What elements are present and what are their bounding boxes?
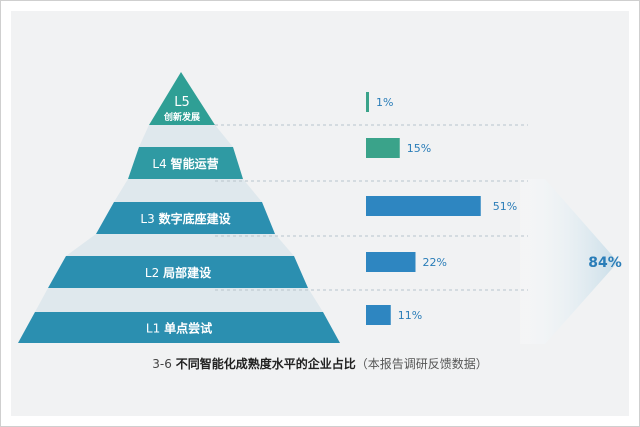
figure-caption: 3-6 不同智能化成熟度水平的企业占比（本报告调研反馈数据） <box>0 355 640 372</box>
tier-label: L4 智能运营 <box>152 156 218 171</box>
pyramid-tier-l2 <box>48 256 308 288</box>
tier-label-name: 局部建设 <box>163 265 212 280</box>
tier-connector <box>139 125 233 147</box>
bar-value-label: 51% <box>493 200 517 213</box>
tier-label: L2 局部建设 <box>145 265 212 280</box>
pyramid-tier-l5 <box>149 72 215 125</box>
bar-l4 <box>366 138 400 158</box>
tier-label-name: 数字底座建设 <box>159 211 232 226</box>
bar-l3 <box>366 196 481 216</box>
tier-label-code: L5 <box>174 95 190 110</box>
bar-l5 <box>366 92 369 112</box>
tier-label-name: 单点尝试 <box>164 321 212 336</box>
caption-source: （本报告调研反馈数据） <box>355 357 488 371</box>
pyramid-tier-l3 <box>96 202 275 234</box>
caption-number: 3-6 <box>152 357 172 371</box>
bar-l1 <box>366 305 391 325</box>
tier-label-name: 创新发展 <box>163 111 200 123</box>
tier-label-name: 智能运营 <box>170 156 219 171</box>
tier-label-code: L1 <box>146 322 164 336</box>
bar-value-label: 22% <box>423 256 447 269</box>
tier-connector <box>35 288 323 312</box>
tier-label: L3 数字底座建设 <box>140 211 231 226</box>
aggregate-label: 84% <box>588 255 622 271</box>
aggregate-bracket <box>520 179 618 344</box>
tier-label: L1 单点尝试 <box>146 321 212 336</box>
tier-connector <box>114 179 262 202</box>
pyramid-tier-l4 <box>128 147 243 179</box>
tier-connector <box>66 234 294 256</box>
bar-value-label: 1% <box>376 96 393 109</box>
bar-value-label: 15% <box>407 142 431 155</box>
tier-label-code: L3 <box>140 212 158 226</box>
bar-value-label: 11% <box>398 309 422 322</box>
caption-title: 不同智能化成熟度水平的企业占比 <box>175 357 356 371</box>
tier-label-code: L2 <box>145 266 163 280</box>
pyramid-tier-l1 <box>18 312 340 343</box>
bar-l2 <box>366 252 416 272</box>
tier-label-code: L4 <box>152 157 170 171</box>
